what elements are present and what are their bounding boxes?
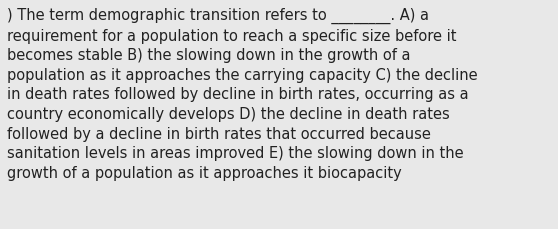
Text: ) The term demographic transition refers to ________. A) a
requirement for a pop: ) The term demographic transition refers… xyxy=(7,8,478,180)
